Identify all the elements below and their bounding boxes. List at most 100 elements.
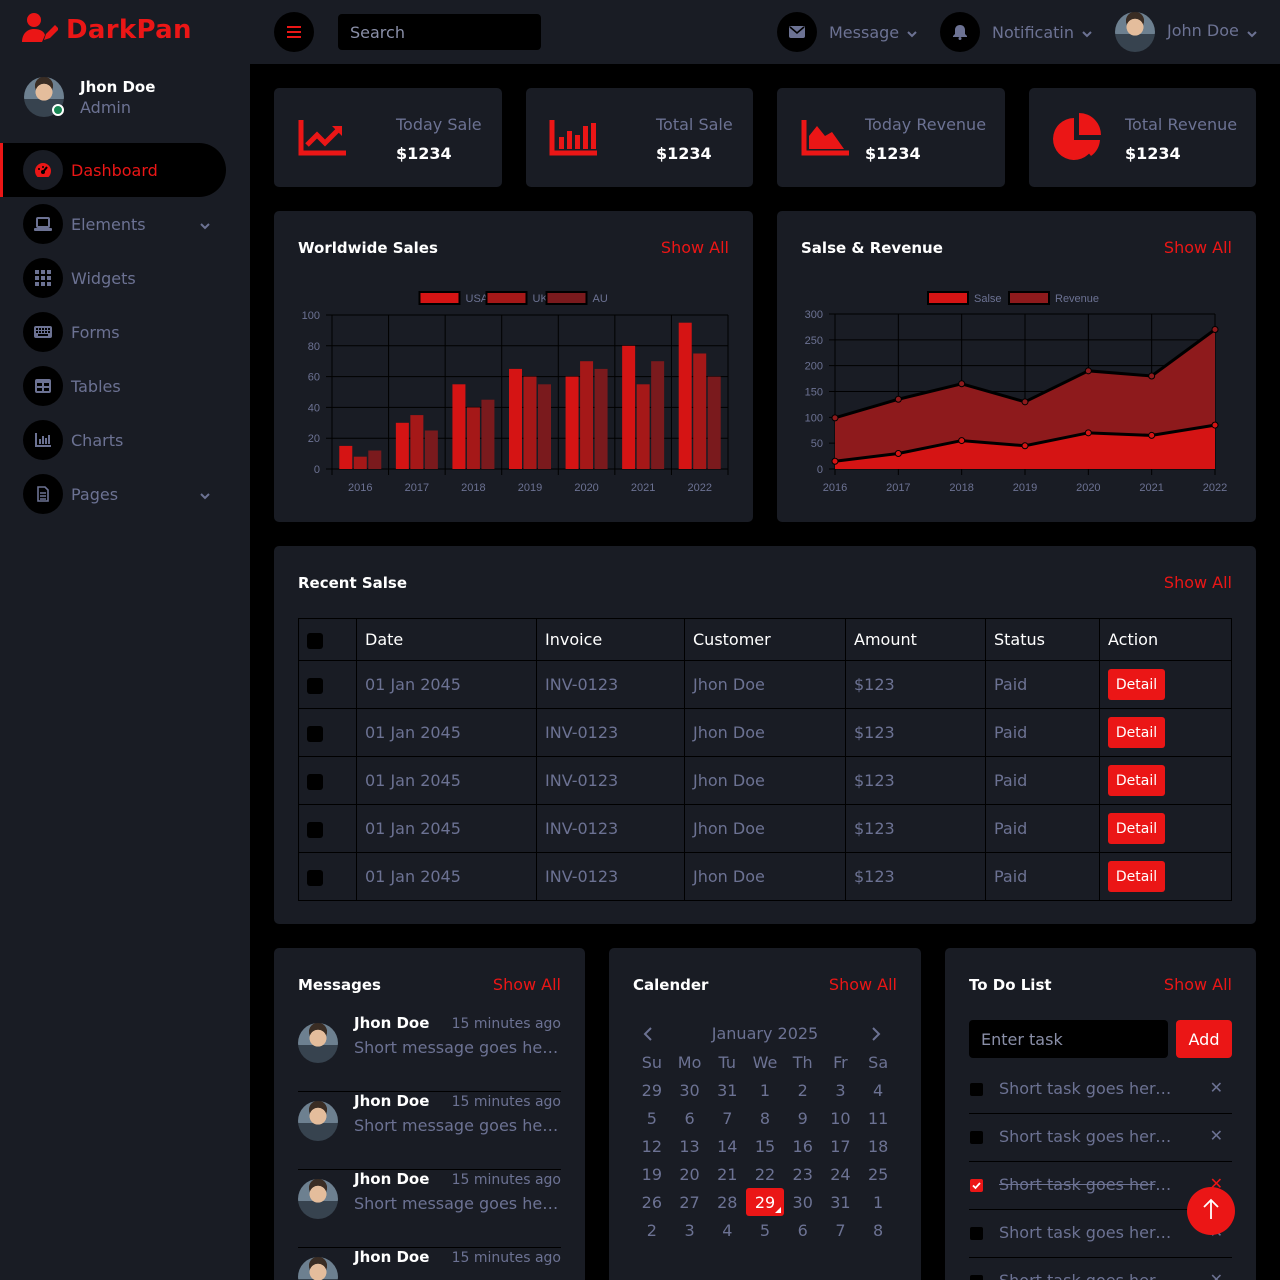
calendar-day[interactable]: 7 bbox=[835, 1220, 846, 1240]
calendar-day[interactable]: 3 bbox=[835, 1080, 846, 1100]
sidebar-item-widgets[interactable]: Widgets bbox=[0, 251, 250, 305]
calendar-day[interactable]: 23 bbox=[792, 1164, 813, 1184]
calendar-day[interactable]: 7 bbox=[722, 1108, 733, 1128]
detail-button[interactable]: Detail bbox=[1108, 669, 1165, 700]
calendar-header: January 2025 bbox=[633, 1024, 897, 1044]
calendar-grid: Su Mo Tu We Th Fr Sa 29 30 31 1 2 3 4 5 6 7 8 9 10 11 12 13 14 1… bbox=[633, 1048, 897, 1244]
show-all-link[interactable]: Show All bbox=[660, 238, 729, 257]
sidebar-profile: Jhon Doe Admin bbox=[24, 77, 155, 117]
calendar-day[interactable]: 15 bbox=[754, 1136, 776, 1156]
row-checkbox[interactable] bbox=[307, 869, 323, 886]
calendar-day[interactable]: 21 bbox=[717, 1164, 738, 1184]
row-checkbox[interactable] bbox=[307, 677, 323, 694]
calendar-day[interactable]: 13 bbox=[679, 1136, 700, 1156]
message-item[interactable]: Jhon Doe 15 minutes ago Short message go… bbox=[298, 1092, 561, 1170]
calendar-day[interactable]: 20 bbox=[679, 1164, 700, 1184]
close-icon[interactable]: ✕ bbox=[1209, 1270, 1223, 1280]
show-all-link[interactable]: Show All bbox=[1163, 573, 1232, 592]
calendar-day[interactable]: 26 bbox=[641, 1192, 663, 1212]
calendar-day[interactable]: 25 bbox=[867, 1164, 889, 1184]
calendar-day[interactable]: 31 bbox=[830, 1192, 851, 1212]
message-item[interactable]: Jhon Doe 15 minutes ago Short message go… bbox=[298, 1014, 561, 1092]
bar-usa bbox=[395, 422, 409, 469]
notification-dropdown[interactable]: Notificatin bbox=[940, 12, 1092, 52]
calendar-day[interactable]: 24 bbox=[830, 1164, 851, 1184]
sidebar-item-elements[interactable]: Elements bbox=[0, 197, 250, 251]
calendar-day[interactable]: 1 bbox=[759, 1080, 771, 1100]
calendar-day[interactable]: 5 bbox=[646, 1108, 657, 1128]
row-checkbox[interactable] bbox=[307, 773, 323, 790]
calendar-day[interactable]: 5 bbox=[759, 1220, 771, 1240]
calendar-day[interactable]: 18 bbox=[867, 1136, 889, 1156]
sidebar-toggle-button[interactable] bbox=[274, 12, 314, 52]
x-tick-label: 2021 bbox=[1139, 482, 1163, 494]
message-item[interactable]: Jhon Doe 15 minutes ago Short message go… bbox=[298, 1170, 561, 1248]
calendar-day[interactable]: 4 bbox=[722, 1220, 733, 1240]
message-dropdown[interactable]: Message bbox=[777, 12, 917, 52]
show-all-link[interactable]: Show All bbox=[1163, 975, 1232, 994]
close-icon[interactable]: ✕ bbox=[1209, 1078, 1223, 1097]
detail-button[interactable]: Detail bbox=[1108, 717, 1165, 748]
select-all-checkbox[interactable] bbox=[307, 632, 323, 649]
detail-button[interactable]: Detail bbox=[1108, 765, 1165, 796]
calendar-day[interactable]: 29 bbox=[641, 1080, 663, 1100]
todo-checkbox[interactable] bbox=[970, 1083, 983, 1096]
todo-checkbox[interactable] bbox=[970, 1131, 983, 1144]
calendar-day[interactable]: 9 bbox=[797, 1108, 808, 1128]
show-all-link[interactable]: Show All bbox=[492, 975, 561, 994]
calendar-day[interactable]: 22 bbox=[754, 1164, 776, 1184]
calendar-day[interactable]: 14 bbox=[717, 1136, 738, 1156]
sidebar-item-charts[interactable]: Charts bbox=[0, 413, 250, 467]
sidebar-item-tables[interactable]: Tables bbox=[0, 359, 250, 413]
chevron-right-icon[interactable] bbox=[871, 1026, 881, 1045]
user-dropdown[interactable]: John Doe bbox=[1115, 12, 1257, 52]
calendar-day[interactable]: 2 bbox=[646, 1220, 657, 1240]
row-checkbox[interactable] bbox=[307, 725, 323, 742]
message-item[interactable]: Jhon Doe 15 minutes ago bbox=[298, 1248, 561, 1280]
calendar-day[interactable]: 10 bbox=[830, 1108, 851, 1128]
sidebar-item-dashboard[interactable]: Dashboard bbox=[0, 143, 226, 197]
calendar-day[interactable]: 12 bbox=[641, 1136, 663, 1156]
table-row: 01 Jan 2045 INV-0123 Jhon Doe $123 Paid … bbox=[298, 804, 1232, 853]
calendar-day[interactable]: 6 bbox=[797, 1220, 808, 1240]
todo-checkbox[interactable] bbox=[970, 1275, 983, 1280]
point-revenue bbox=[1084, 367, 1092, 375]
calendar-day[interactable]: 16 bbox=[792, 1136, 813, 1156]
detail-button[interactable]: Detail bbox=[1108, 813, 1165, 844]
close-icon[interactable]: ✕ bbox=[1209, 1126, 1223, 1145]
action-cell: Detail bbox=[1099, 804, 1232, 853]
add-task-button[interactable]: Add bbox=[1176, 1020, 1232, 1058]
calendar-day[interactable]: 17 bbox=[830, 1136, 851, 1156]
task-input[interactable] bbox=[969, 1020, 1168, 1058]
legend-label: USA bbox=[466, 293, 489, 305]
calendar-day[interactable]: 4 bbox=[873, 1080, 884, 1100]
row-checkbox[interactable] bbox=[307, 821, 323, 838]
sidebar-item-forms[interactable]: Forms bbox=[0, 305, 250, 359]
sidebar-item-pages[interactable]: Pages bbox=[0, 467, 250, 521]
todo-checkbox[interactable] bbox=[970, 1227, 983, 1240]
calendar-day[interactable]: 28 bbox=[717, 1192, 738, 1212]
calendar-day[interactable]: 8 bbox=[873, 1220, 884, 1240]
search-input[interactable] bbox=[338, 14, 541, 50]
calendar-day[interactable]: 3 bbox=[684, 1220, 695, 1240]
calendar-day[interactable]: 11 bbox=[867, 1108, 889, 1128]
calendar-day[interactable]: 8 bbox=[759, 1108, 771, 1128]
brand-logo[interactable]: DarkPan bbox=[22, 12, 192, 48]
bar-uk bbox=[410, 415, 424, 469]
calendar-day[interactable]: 19 bbox=[641, 1164, 663, 1184]
calendar-day[interactable]: 30 bbox=[679, 1080, 700, 1100]
todo-checkbox-checked[interactable] bbox=[970, 1179, 983, 1192]
calendar-day[interactable]: 27 bbox=[679, 1192, 700, 1212]
bar-uk bbox=[636, 384, 650, 469]
calendar-day[interactable]: 6 bbox=[684, 1108, 695, 1128]
back-to-top-button[interactable] bbox=[1187, 1187, 1235, 1235]
show-all-link[interactable]: Show All bbox=[1163, 238, 1232, 257]
detail-button[interactable]: Detail bbox=[1108, 861, 1165, 892]
calendar-day[interactable]: 30 bbox=[792, 1192, 813, 1212]
calendar-day[interactable]: 1 bbox=[873, 1192, 884, 1212]
calendar-day-selected[interactable]: 29 bbox=[746, 1188, 784, 1216]
calendar-day[interactable]: 2 bbox=[797, 1080, 808, 1100]
show-all-link[interactable]: Show All bbox=[828, 975, 897, 994]
chevron-left-icon[interactable] bbox=[643, 1026, 653, 1045]
calendar-day[interactable]: 31 bbox=[717, 1080, 738, 1100]
